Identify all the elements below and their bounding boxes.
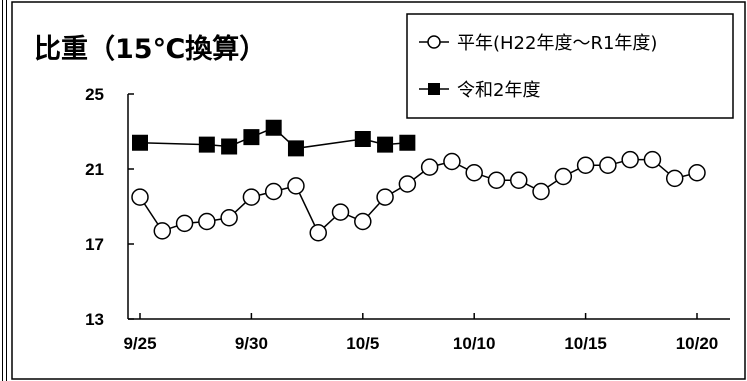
y-tick-label: 17: [85, 235, 104, 254]
data-point: [287, 177, 305, 195]
chart-title: 比重（15℃換算）: [34, 33, 266, 65]
data-point: [242, 188, 261, 206]
legend-box: [406, 13, 734, 119]
data-point: [175, 214, 194, 233]
data-point: [153, 222, 172, 240]
data-point: [243, 129, 260, 146]
data-point: [465, 164, 483, 182]
y-tick-label: 21: [85, 160, 104, 179]
data-point: [331, 203, 350, 221]
data-point: [287, 140, 304, 157]
legend-label: 令和2年度: [457, 80, 540, 101]
data-point: [354, 212, 372, 231]
data-point: [220, 209, 238, 227]
legend-label: 平年(H22年度～R1年度): [457, 33, 657, 54]
data-point: [198, 136, 215, 153]
data-point: [398, 175, 417, 193]
data-point: [643, 150, 662, 169]
data-point: [221, 138, 238, 155]
data-point: [621, 150, 639, 169]
y-tick-label: 13: [85, 310, 104, 329]
data-point: [599, 156, 617, 174]
legend-marker: [428, 83, 440, 95]
data-point: [265, 119, 282, 136]
data-point: [198, 212, 216, 231]
x-tick-label: 9/30: [235, 334, 268, 353]
data-point: [576, 156, 595, 174]
data-point: [376, 188, 394, 206]
plot-frame: [11, 1, 746, 380]
data-point: [309, 224, 327, 242]
series-layer: [131, 119, 706, 242]
y-tick-label: 25: [85, 85, 104, 104]
data-point: [131, 188, 149, 206]
x-tick-label: 10/10: [453, 334, 496, 353]
legend: 平年(H22年度～R1年度) 令和2年度: [406, 13, 734, 119]
data-point: [354, 131, 371, 147]
data-point: [132, 134, 148, 151]
x-tick-label: 10/5: [346, 334, 379, 353]
x-tick-label: 10/20: [676, 334, 719, 353]
data-point: [554, 167, 573, 186]
data-point: [688, 164, 706, 182]
data-point: [510, 171, 528, 189]
data-point: [532, 182, 550, 201]
x-tick-label: 9/25: [123, 334, 156, 353]
data-point: [487, 171, 506, 189]
data-point: [420, 158, 439, 176]
legend-marker: [427, 35, 441, 49]
data-point: [443, 152, 461, 171]
data-point: [399, 134, 416, 151]
series-1: [132, 119, 416, 157]
axes: 13 17 21 25 9/25 9/30 10/5 10/10 10/15 10/20: [85, 85, 730, 353]
data-point: [377, 136, 394, 153]
series-0: [131, 150, 706, 242]
x-tick-label: 10/15: [564, 334, 607, 353]
data-point: [264, 182, 283, 201]
data-point: [665, 169, 684, 188]
